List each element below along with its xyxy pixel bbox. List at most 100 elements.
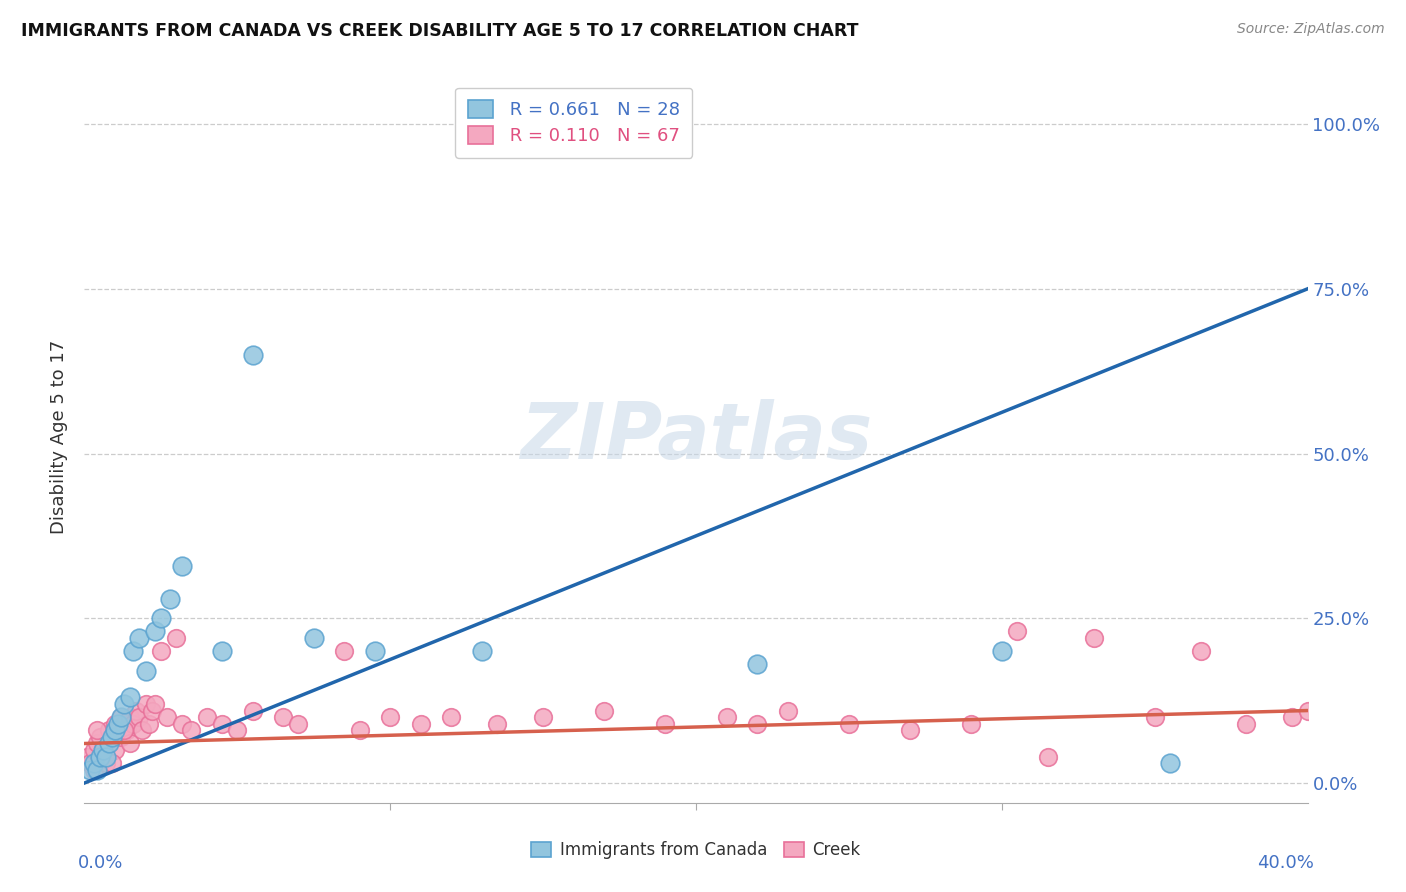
Point [112,716,135,731]
Point [83,763,105,777]
Point [991,644,1014,658]
Point [94,749,117,764]
Point [97,737,120,751]
Point [86,737,108,751]
Text: 40.0%: 40.0% [1257,854,1313,872]
Point [172,558,194,573]
Point [131,723,153,738]
Point [107,723,129,738]
Point [409,716,432,731]
Point [89,730,111,744]
Point [138,716,160,731]
Point [91,743,114,757]
Point [83,743,105,757]
Point [83,756,105,771]
Point [141,704,163,718]
Point [1143,710,1166,724]
Point [91,743,114,757]
Point [211,716,233,731]
Point [1005,624,1028,639]
Point [143,697,166,711]
Text: IMMIGRANTS FROM CANADA VS CREEK DISABILITY AGE 5 TO 17 CORRELATION CHART: IMMIGRANTS FROM CANADA VS CREEK DISABILI… [21,22,859,40]
Point [110,710,132,724]
Point [125,704,148,718]
Point [180,723,202,738]
Point [195,710,218,724]
Point [364,644,387,658]
Point [107,716,129,731]
Point [104,716,127,731]
Point [94,756,117,771]
Point [593,704,616,718]
Point [149,611,172,625]
Point [654,716,676,731]
Point [143,624,166,639]
Point [226,723,249,738]
Point [333,644,356,658]
Point [531,710,554,724]
Point [1036,749,1059,764]
Point [747,657,769,672]
Point [380,710,402,724]
Point [242,348,264,362]
Point [97,723,120,738]
Point [159,591,181,606]
Point [101,730,124,744]
Point [86,723,108,738]
Point [101,730,124,744]
Point [440,710,463,724]
Point [716,710,738,724]
Y-axis label: Disability Age 5 to 17: Disability Age 5 to 17 [51,340,69,534]
Point [486,716,509,731]
Point [97,737,120,751]
Point [112,697,135,711]
Point [110,710,132,724]
Point [1083,631,1105,645]
Point [120,737,142,751]
Point [128,631,150,645]
Point [91,743,114,757]
Point [1296,704,1319,718]
Legend: Immigrants from Canada, Creek: Immigrants from Canada, Creek [523,833,869,868]
Point [1159,756,1181,771]
Point [960,716,983,731]
Point [135,664,157,678]
Point [135,697,157,711]
Text: 0.0%: 0.0% [79,854,124,872]
Point [747,716,769,731]
Point [79,756,101,771]
Point [76,749,98,764]
Point [149,644,172,658]
Point [122,644,145,658]
Point [211,644,233,658]
Point [271,710,294,724]
Point [302,631,325,645]
Point [115,723,138,738]
Text: ZIPatlas: ZIPatlas [520,399,872,475]
Point [112,723,135,738]
Point [776,704,799,718]
Point [1189,644,1212,658]
Point [122,716,145,731]
Point [101,756,124,771]
Point [89,749,111,764]
Point [89,749,111,764]
Point [165,631,187,645]
Point [242,704,264,718]
Point [128,710,150,724]
Point [898,723,921,738]
Point [104,723,127,738]
Point [172,716,194,731]
Point [110,730,132,744]
Point [349,723,371,738]
Point [1236,716,1258,731]
Point [120,690,142,705]
Point [1281,710,1303,724]
Point [156,710,179,724]
Point [104,743,127,757]
Point [471,644,494,658]
Point [120,710,142,724]
Point [838,716,860,731]
Text: Source: ZipAtlas.com: Source: ZipAtlas.com [1237,22,1385,37]
Point [287,716,309,731]
